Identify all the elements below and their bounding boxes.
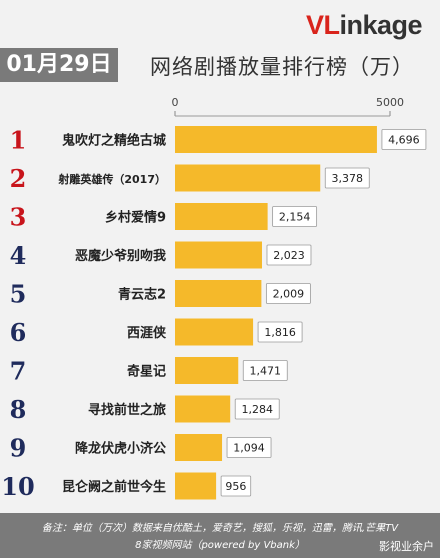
value-label-box bbox=[272, 206, 318, 227]
category-label: 乡村爱情9 bbox=[105, 210, 166, 226]
bar bbox=[175, 126, 377, 153]
rank-number: 9 bbox=[10, 434, 27, 463]
watermark: 影视业余户 bbox=[379, 540, 434, 553]
value-label-box bbox=[324, 167, 370, 189]
value-label-box bbox=[242, 360, 288, 381]
category-label: 鬼吹灯之精绝古城 bbox=[62, 133, 166, 149]
logo-l: L bbox=[323, 10, 340, 40]
value-label: 1,284 bbox=[241, 403, 273, 416]
category-label: 西涯侠 bbox=[127, 325, 167, 341]
bar bbox=[175, 472, 217, 500]
vlinkage-logo: VLinkage bbox=[305, 10, 423, 41]
rank-number: 7 bbox=[10, 357, 27, 386]
value-label-box bbox=[220, 475, 252, 497]
footer-note: 备注：单位（万次）数据来自优酷土，爱奇艺，搜狐，乐视，迅雷，腾讯,芒果TV 8家… bbox=[0, 513, 440, 558]
axis-tick-label: 5000 bbox=[376, 96, 404, 109]
value-label-box bbox=[265, 283, 311, 304]
bar bbox=[175, 434, 223, 461]
category-label: 昆仑阙之前世今生 bbox=[62, 479, 166, 495]
rank-number: 6 bbox=[10, 318, 27, 347]
category-label: 奇星记 bbox=[127, 364, 166, 380]
rank-number: 10 bbox=[1, 472, 34, 501]
footer-line-1: 备注：单位（万次）数据来自优酷土，爱奇艺，搜狐，乐视，迅雷，腾讯,芒果TV bbox=[41, 523, 399, 534]
value-label: 2,009 bbox=[273, 288, 305, 301]
value-label: 3,378 bbox=[332, 172, 364, 185]
axis-tick-label: 0 bbox=[172, 96, 179, 109]
category-label: 降龙伏虎小济公 bbox=[75, 441, 166, 457]
value-label: 4,696 bbox=[388, 134, 420, 147]
date-badge: 01月29日 bbox=[0, 48, 118, 82]
rank-number: 2 bbox=[10, 164, 27, 193]
value-label-box bbox=[381, 129, 427, 150]
logo-age: age bbox=[376, 10, 423, 40]
value-label-box bbox=[266, 244, 312, 266]
category-label: 恶魔少爷别吻我 bbox=[75, 248, 166, 264]
logo-v: V bbox=[305, 10, 324, 40]
category-label: 青云志2 bbox=[118, 287, 166, 303]
value-label: 956 bbox=[225, 480, 246, 493]
rank-number: 8 bbox=[10, 395, 27, 424]
footer-line-2: 8家视频网站（powered by Vbank） bbox=[135, 540, 305, 551]
value-label: 1,471 bbox=[250, 365, 282, 378]
logo-ink: ink bbox=[339, 10, 377, 40]
value-label: 2,023 bbox=[273, 249, 305, 262]
bar bbox=[175, 241, 262, 269]
bar bbox=[175, 357, 239, 384]
bar bbox=[175, 164, 321, 192]
bar bbox=[175, 203, 268, 230]
rank-number: 4 bbox=[10, 241, 27, 270]
value-label: 1,816 bbox=[264, 326, 296, 339]
value-label: 1,094 bbox=[233, 442, 265, 455]
value-label-box bbox=[226, 437, 272, 458]
bar bbox=[175, 318, 254, 346]
chart-title: 网络剧播放量排行榜（万） bbox=[150, 55, 414, 79]
category-label: 射雕英雄传（2017） bbox=[57, 172, 166, 186]
value-label-box bbox=[234, 398, 280, 420]
value-label: 2,154 bbox=[279, 211, 311, 224]
bar bbox=[175, 395, 231, 423]
bar bbox=[175, 280, 262, 307]
rank-number: 5 bbox=[10, 280, 27, 309]
value-label-box bbox=[257, 321, 303, 343]
rank-number: 1 bbox=[10, 126, 27, 155]
category-label: 寻找前世之旅 bbox=[88, 402, 166, 418]
rank-number: 3 bbox=[10, 203, 27, 232]
